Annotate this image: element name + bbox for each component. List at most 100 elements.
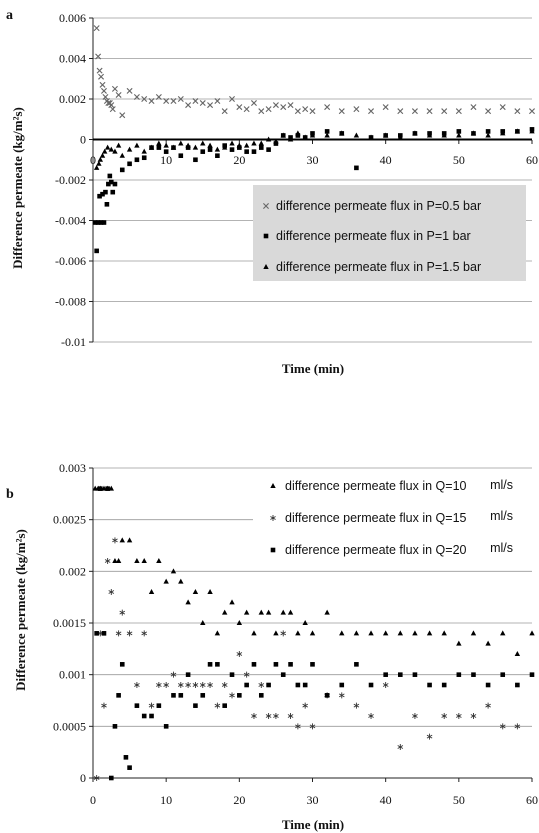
x-tick-label: 10	[160, 793, 172, 807]
panel-label-b: b	[6, 487, 14, 502]
data-point-glyph	[170, 98, 177, 105]
data-point	[155, 93, 162, 100]
data-point	[192, 589, 199, 594]
data-point	[108, 775, 114, 781]
y-tick-label: -0.01	[61, 335, 86, 349]
data-point	[456, 132, 462, 138]
data-point	[514, 108, 521, 115]
data-point	[514, 128, 521, 134]
data-point	[149, 713, 154, 719]
data-point	[499, 104, 506, 111]
data-point-glyph	[133, 93, 140, 100]
legend-marker-square-a	[263, 233, 269, 239]
data-point	[412, 672, 418, 677]
data-point	[258, 609, 264, 615]
legend-unit-q15: ml/s	[490, 509, 513, 523]
data-point	[368, 682, 374, 688]
legend-marker	[270, 515, 276, 521]
data-point	[251, 630, 257, 636]
x-tick-label: 60	[526, 153, 538, 167]
data-point-glyph	[229, 96, 236, 102]
data-point-glyph	[382, 104, 389, 111]
data-point	[102, 148, 108, 154]
data-point	[287, 713, 294, 719]
data-point-glyph	[95, 53, 102, 60]
y-ticks-a: -0.01 -0.008 -0.006 -0.004 -0.002 0 0.002 0.004…	[55, 11, 93, 349]
data-point	[115, 630, 122, 637]
data-point	[412, 130, 418, 136]
data-point	[265, 106, 272, 113]
data-point	[302, 682, 308, 688]
data-point	[353, 630, 360, 636]
data-point	[485, 702, 491, 709]
data-point	[382, 682, 389, 688]
data-point	[192, 144, 199, 150]
data-point	[287, 102, 294, 109]
data-point	[119, 537, 125, 543]
data-point	[170, 98, 177, 105]
data-point	[287, 609, 294, 615]
data-point	[514, 723, 521, 730]
data-point	[500, 130, 506, 136]
data-point	[222, 703, 227, 708]
data-point	[258, 682, 265, 688]
data-point	[427, 682, 432, 688]
data-point-glyph	[126, 87, 133, 94]
data-point	[214, 98, 221, 105]
data-point	[295, 133, 301, 138]
data-point-glyph	[258, 108, 265, 115]
data-point	[200, 620, 206, 625]
data-point	[101, 220, 107, 225]
data-point	[163, 682, 169, 688]
data-point	[485, 129, 491, 134]
data-point	[515, 682, 520, 688]
data-point	[171, 693, 176, 698]
data-point	[94, 248, 99, 254]
data-point	[236, 142, 243, 148]
data-point	[141, 96, 148, 102]
y-tick-label: 0	[80, 133, 86, 147]
data-point-glyph	[99, 81, 106, 88]
data-point	[92, 220, 98, 225]
data-point	[106, 181, 111, 187]
data-point	[250, 100, 257, 107]
data-point-glyph	[529, 108, 535, 115]
data-point	[185, 682, 191, 688]
legend-marker	[263, 203, 269, 209]
data-point	[156, 703, 162, 708]
data-point	[229, 599, 235, 605]
data-point	[101, 485, 107, 491]
legend-marker-square-b	[270, 547, 276, 553]
data-point	[243, 609, 250, 615]
legend-marker	[270, 547, 276, 553]
y-tick-label: -0.004	[55, 214, 86, 228]
data-point	[112, 148, 118, 154]
data-point	[353, 106, 360, 113]
data-point-glyph	[338, 108, 345, 115]
data-point-glyph	[141, 96, 148, 102]
data-point	[96, 160, 102, 166]
data-point-glyph	[148, 98, 155, 105]
data-point	[441, 108, 448, 115]
data-point	[107, 173, 113, 179]
data-point	[265, 136, 272, 142]
data-point	[177, 96, 184, 102]
data-point	[265, 609, 272, 615]
data-point-glyph	[499, 104, 506, 111]
data-point	[324, 104, 331, 111]
legend-marker-asterisk-b	[270, 515, 276, 521]
y-tick-label: -0.002	[55, 173, 86, 187]
data-point	[215, 662, 220, 667]
data-point	[529, 672, 535, 677]
data-point	[499, 723, 506, 730]
y-tick-label: 0.003	[59, 461, 86, 475]
legend-label-q20: difference permeate flux in Q=20	[285, 543, 467, 557]
data-point	[229, 147, 235, 152]
legend-label-p1: difference permeate flux in P=1 bar	[276, 229, 471, 243]
y-tick-label: -0.008	[55, 295, 86, 309]
legend-marker	[270, 483, 276, 488]
data-point-glyph	[243, 106, 250, 113]
data-point	[207, 662, 213, 667]
data-point-glyph	[100, 87, 107, 94]
